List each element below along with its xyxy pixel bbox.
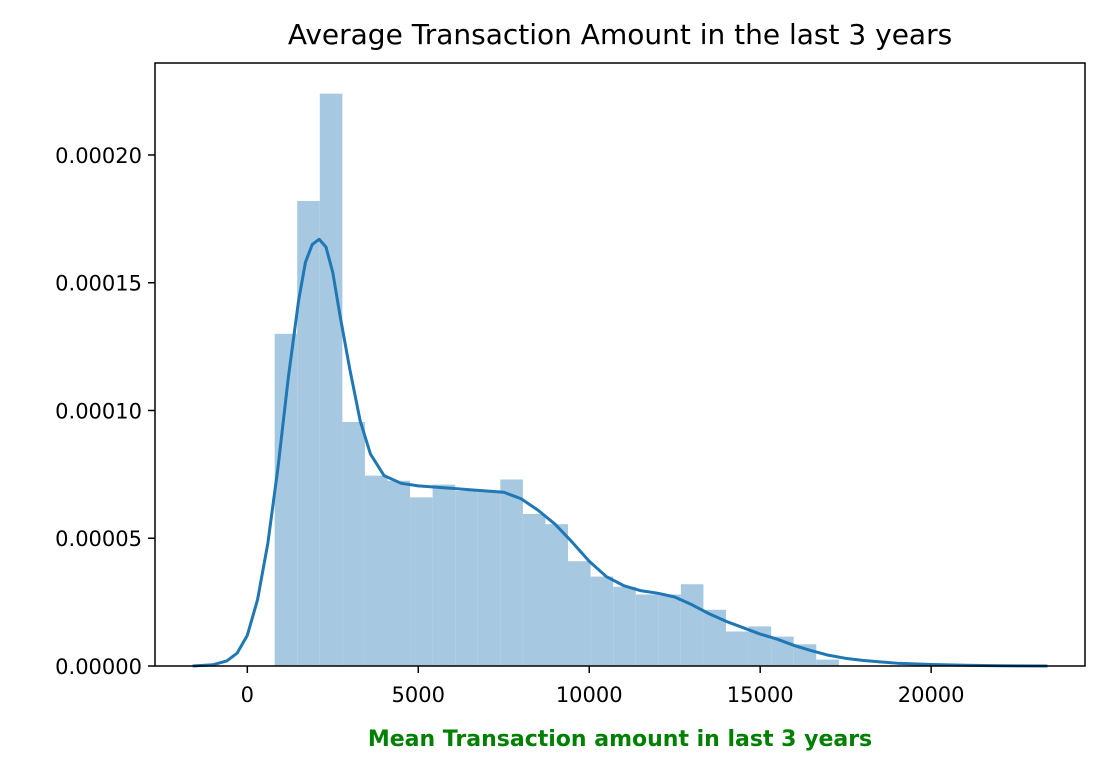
histogram-bar: [297, 200, 320, 666]
x-tick-label: 0: [241, 683, 254, 707]
histogram-bar: [613, 586, 636, 666]
y-tick-label: 0.00015: [55, 272, 142, 296]
y-tick-label: 0.00005: [55, 527, 142, 551]
histogram-bars: [274, 93, 839, 666]
histogram-bar: [522, 513, 546, 666]
histogram-bar: [274, 333, 298, 666]
histogram-bar: [500, 479, 523, 666]
histogram-bar: [635, 594, 659, 666]
y-tick-label: 0.00000: [55, 655, 142, 679]
chart-title: Average Transaction Amount in the last 3…: [288, 18, 952, 51]
x-axis-label: Mean Transaction amount in last 3 years: [368, 727, 872, 752]
histogram-bar: [342, 421, 365, 666]
histogram-bar: [590, 576, 614, 666]
histogram-bar: [568, 561, 591, 666]
histogram-bar: [816, 659, 839, 666]
histogram-bar: [364, 475, 388, 666]
histogram-bar: [410, 497, 433, 666]
x-tick-label: 15000: [727, 683, 794, 707]
x-tick-label: 5000: [392, 683, 445, 707]
histogram-bar: [319, 93, 343, 666]
x-tick-label: 10000: [556, 683, 623, 707]
histogram-bar: [387, 480, 411, 666]
plot-frame: [154, 62, 1086, 667]
histogram-bar: [545, 524, 569, 666]
y-tick-label: 0.00020: [55, 144, 142, 168]
histogram-bar: [658, 594, 681, 666]
y-tick-label: 0.00010: [55, 399, 142, 423]
histogram-bar: [477, 490, 501, 666]
x-tick-label: 20000: [898, 683, 965, 707]
histogram-bar: [432, 484, 456, 666]
x-axis: 0 5000 10000 15000 20000: [241, 666, 965, 707]
histogram-bar: [703, 609, 726, 666]
histogram-bar: [455, 490, 478, 666]
y-axis: 0.00000 0.00005 0.00010 0.00015 0.00020: [55, 144, 155, 679]
kde-line: [192, 237, 1048, 668]
histogram-bar: [725, 631, 749, 666]
histogram-bar: [680, 584, 704, 666]
